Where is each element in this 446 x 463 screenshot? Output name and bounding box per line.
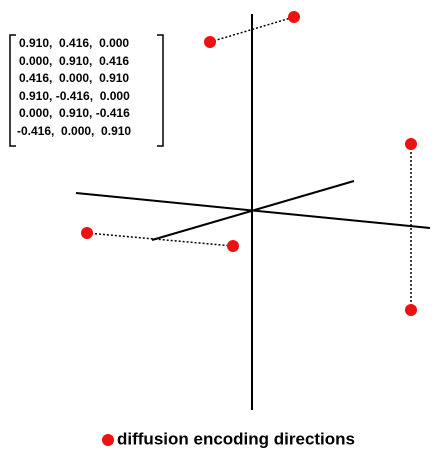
- direction-point: [405, 138, 417, 150]
- legend-label: diffusion encoding directions: [117, 429, 355, 448]
- matrix-row: 0.000, 0.910, 0.416: [19, 54, 129, 68]
- matrix-row: 0.910, -0.416, 0.000: [19, 89, 130, 103]
- axes: [75, 14, 431, 410]
- connector: [86, 232, 234, 247]
- matrix-row: -0.416, 0.000, 0.910: [17, 124, 131, 138]
- direction-point: [227, 240, 239, 252]
- directions: [81, 11, 417, 316]
- legend-marker: [102, 434, 114, 446]
- connectors: [86, 16, 412, 310]
- direction-point: [204, 36, 216, 48]
- connector: [209, 16, 295, 43]
- direction-point: [405, 304, 417, 316]
- matrix-row: 0.416, 0.000, 0.910: [19, 71, 129, 85]
- matrix-brackets: [9, 34, 164, 147]
- axis: [151, 180, 355, 241]
- direction-point: [81, 227, 93, 239]
- matrix-row: 0.910, 0.416, 0.000: [19, 36, 129, 50]
- matrix-row: 0.000, 0.910, -0.416: [19, 106, 130, 120]
- direction-point: [288, 11, 300, 23]
